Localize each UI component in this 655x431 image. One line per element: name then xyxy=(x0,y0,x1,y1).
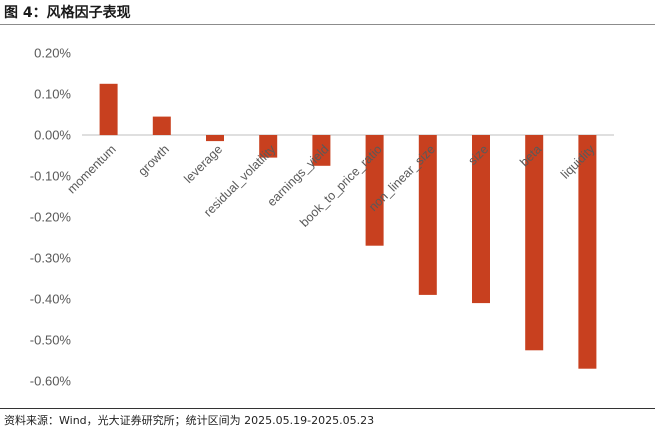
bar-beta xyxy=(525,135,544,351)
y-tick-label: -0.30% xyxy=(30,251,72,266)
bar-book_to_price_ratio xyxy=(365,135,384,246)
bar-non_linear_size xyxy=(418,135,437,295)
x-tick-label: leverage xyxy=(181,142,225,186)
y-tick-label: -0.10% xyxy=(30,169,72,184)
bars xyxy=(99,83,597,369)
y-tick-label: -0.20% xyxy=(30,210,72,225)
bar-momentum xyxy=(99,83,118,136)
title-divider xyxy=(0,24,655,25)
y-tick-label: 0.00% xyxy=(34,128,71,143)
y-tick-label: -0.40% xyxy=(30,292,72,307)
x-axis-labels: momentum growth leverageresidual_volatilit… xyxy=(65,142,598,230)
footer-divider xyxy=(0,408,655,409)
bar-size xyxy=(472,135,490,304)
bar-leverage xyxy=(206,135,224,142)
bar-residual_volatility xyxy=(259,135,278,158)
y-tick-label: 0.10% xyxy=(34,87,71,102)
bar-liquidity xyxy=(578,135,597,369)
y-axis-ticks: 0.20% 0.10% 0.00% -0.10% -0.20% -0.30% -0.40% -… xyxy=(30,46,72,389)
x-tick-label: momentum xyxy=(65,142,119,196)
figure-title: 图 4：风格因子表现 xyxy=(4,5,131,21)
source-note: 资料来源：Wind，光大证券研究所；统计区间为 2025.05.19-2025.… xyxy=(4,414,375,427)
y-tick-label: 0.20% xyxy=(34,46,71,61)
bar-growth xyxy=(152,116,171,135)
bar-earnings_yield xyxy=(312,135,331,166)
y-tick-label: -0.60% xyxy=(30,374,72,389)
y-tick-label: -0.50% xyxy=(30,333,72,348)
x-tick-label: growth xyxy=(135,142,171,178)
